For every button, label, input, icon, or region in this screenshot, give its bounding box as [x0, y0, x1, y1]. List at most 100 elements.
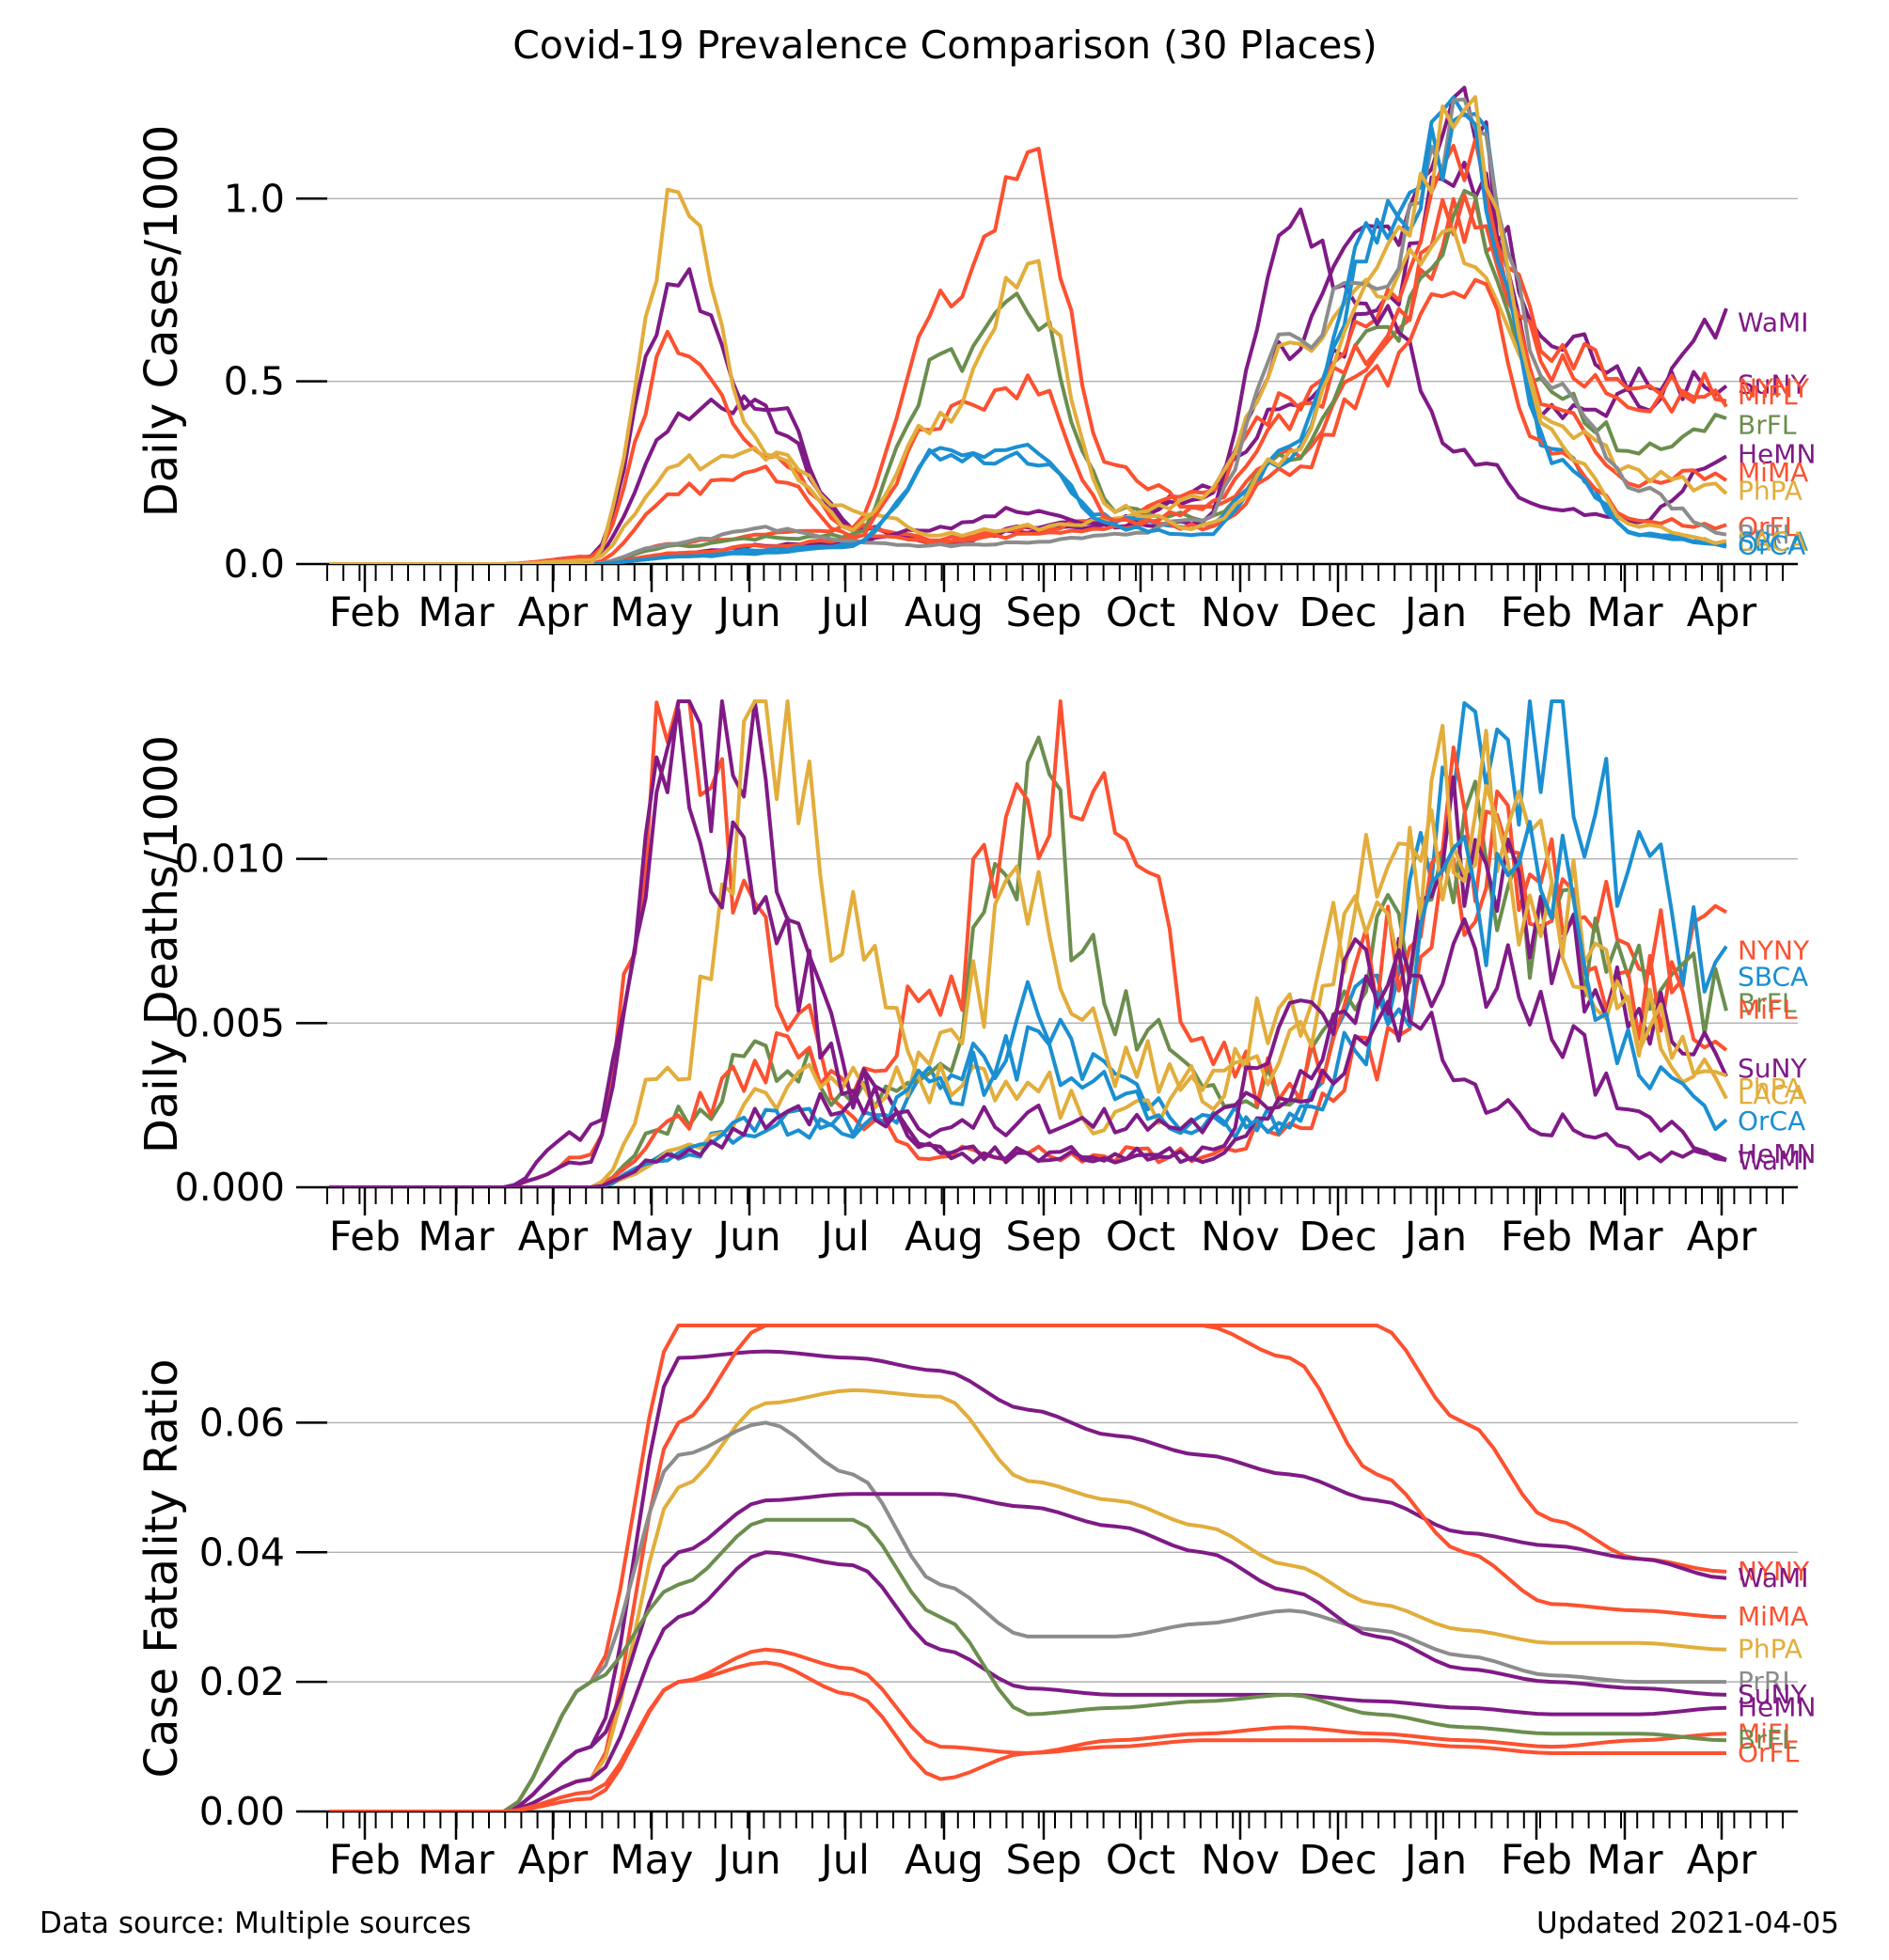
series-end-label: BrFL [1738, 1724, 1797, 1755]
series-line-MiMA [329, 193, 1728, 564]
chart-title: Covid-19 Prevalence Comparison (30 Place… [512, 23, 1377, 68]
x-tick-label: Jan [1402, 589, 1467, 636]
series-end-label: BrFL [1738, 409, 1797, 440]
x-tick-label: May [610, 589, 694, 636]
series-end-label: OrCA [1738, 530, 1805, 561]
series-group [329, 86, 1728, 564]
x-tick-label: Jun [715, 1214, 780, 1261]
x-tick-label: Mar [1586, 1837, 1662, 1884]
series-end-label: NYNY [1738, 1556, 1810, 1587]
y-axis-label: Daily Deaths/1000 [135, 735, 188, 1153]
series-end-label: SBCA [1738, 526, 1808, 557]
x-tick-label: Aug [905, 1837, 984, 1884]
x-tick-label: Feb [1501, 1214, 1572, 1261]
x-tick-label: Nov [1201, 1837, 1280, 1884]
y-tick-label: 0.04 [199, 1529, 285, 1575]
series-line-PrRI [329, 97, 1727, 564]
series-end-label: HeMN [1738, 438, 1816, 469]
series-line-LACA [329, 95, 1727, 564]
x-tick-label: May [610, 1214, 694, 1261]
series-end-label: PhPA [1738, 475, 1802, 506]
x-tick-label: Sep [1005, 1837, 1081, 1884]
x-tick-label: Mar [1586, 1214, 1662, 1261]
x-tick-label: Feb [1501, 589, 1572, 636]
series-end-label: NYNY [1738, 934, 1810, 965]
series-end-label: HeMN [1738, 1138, 1816, 1169]
series-end-label: PrRI [1738, 1666, 1790, 1697]
series-line-PhPA [329, 227, 1728, 564]
series-line-SuNY [329, 1492, 1727, 1811]
series-end-label: LACA [1738, 526, 1807, 557]
x-tick-label: Mar [417, 1214, 494, 1261]
y-tick-label: 1.0 [224, 176, 285, 221]
x-tick-label: Mar [1586, 589, 1662, 636]
series-end-label: HeMN [1738, 1692, 1816, 1723]
x-tick-label: Dec [1299, 1214, 1377, 1261]
series-line-HeMN [329, 207, 1728, 564]
y-tick-label: 0.02 [199, 1659, 285, 1704]
x-tick-label: Nov [1201, 1214, 1280, 1261]
series-end-label: WaMI [1738, 1145, 1808, 1176]
y-tick-label: 0.00 [199, 1789, 285, 1834]
series-line-BrFL [329, 189, 1727, 564]
x-tick-label: Aug [905, 589, 984, 636]
series-end-label: PhPA [1738, 1073, 1802, 1104]
series-end-label: OrCA [1738, 1105, 1805, 1137]
series-end-label: MiFL [1738, 994, 1798, 1025]
data-source-note: Data source: Multiple sources [39, 1906, 471, 1940]
series-line-LACA [329, 724, 1727, 1187]
x-tick-label: Nov [1201, 589, 1280, 636]
x-tick-label: Sep [1005, 1214, 1081, 1261]
x-tick-label: Aug [905, 1214, 984, 1261]
series-end-label: MiMA [1738, 1601, 1808, 1632]
x-tick-label: Mar [417, 589, 494, 636]
y-tick-label: 0.06 [199, 1400, 285, 1445]
x-tick-label: Jun [715, 589, 780, 636]
x-tick-label: Feb [329, 1214, 401, 1261]
chart-panels: 0.0 0.5 1.0 Daily Cases/1000 Feb Mar Apr May Jun… [135, 86, 1816, 1884]
series-end-label: WaMI [1738, 306, 1808, 337]
series-end-label: MiMA [1738, 457, 1808, 488]
series-end-label: SuNY [1738, 369, 1807, 400]
series-end-label: WaMI [1738, 1562, 1808, 1593]
series-line-OrFL [329, 277, 1727, 564]
series-line-OrCA [329, 111, 1727, 564]
y-tick-label: 0.005 [175, 1000, 285, 1045]
series-end-label: PhPA [1738, 1634, 1802, 1665]
series-end-label: OrFL [1738, 1737, 1800, 1768]
series-line-HeMN [329, 1550, 1727, 1811]
x-tick-label: Dec [1299, 1837, 1377, 1884]
series-line-SBCA [329, 699, 1728, 1187]
series-end-label: PrRI [1738, 519, 1790, 550]
series-end-label: OrFL [1738, 511, 1800, 542]
series-group [329, 1324, 1727, 1811]
series-end-label: LACA [1738, 1079, 1807, 1110]
x-tick-label: Apr [518, 1214, 589, 1261]
x-tick-label: Oct [1106, 1214, 1175, 1261]
y-tick-label: 0.5 [224, 359, 285, 404]
x-tick-label: Apr [1687, 589, 1757, 636]
series-end-label: NYNY [1738, 372, 1810, 403]
x-tick-label: Jul [818, 1214, 870, 1261]
x-tick-label: Jan [1402, 1837, 1467, 1884]
series-line-OrCA [329, 820, 1728, 1187]
x-tick-label: Jul [818, 589, 870, 636]
x-tick-label: Apr [1687, 1214, 1757, 1261]
x-tick-label: Jul [818, 1837, 870, 1884]
series-end-label: SBCA [1738, 961, 1808, 992]
y-tick-label: 0.000 [175, 1165, 285, 1210]
x-tick-label: Feb [329, 1837, 401, 1884]
updated-date-note: Updated 2021-04-05 [1536, 1906, 1839, 1940]
series-end-label: MiFL [1738, 1717, 1798, 1748]
series-line-WaMI [329, 707, 1727, 1187]
series-end-label: SuNY [1738, 1053, 1807, 1084]
x-tick-label: Apr [1687, 1837, 1757, 1884]
x-tick-label: Feb [1501, 1837, 1572, 1884]
series-group [329, 699, 1728, 1187]
series-end-label: MiFL [1738, 380, 1798, 411]
x-tick-label: Oct [1106, 589, 1175, 636]
x-tick-label: May [610, 1837, 694, 1884]
